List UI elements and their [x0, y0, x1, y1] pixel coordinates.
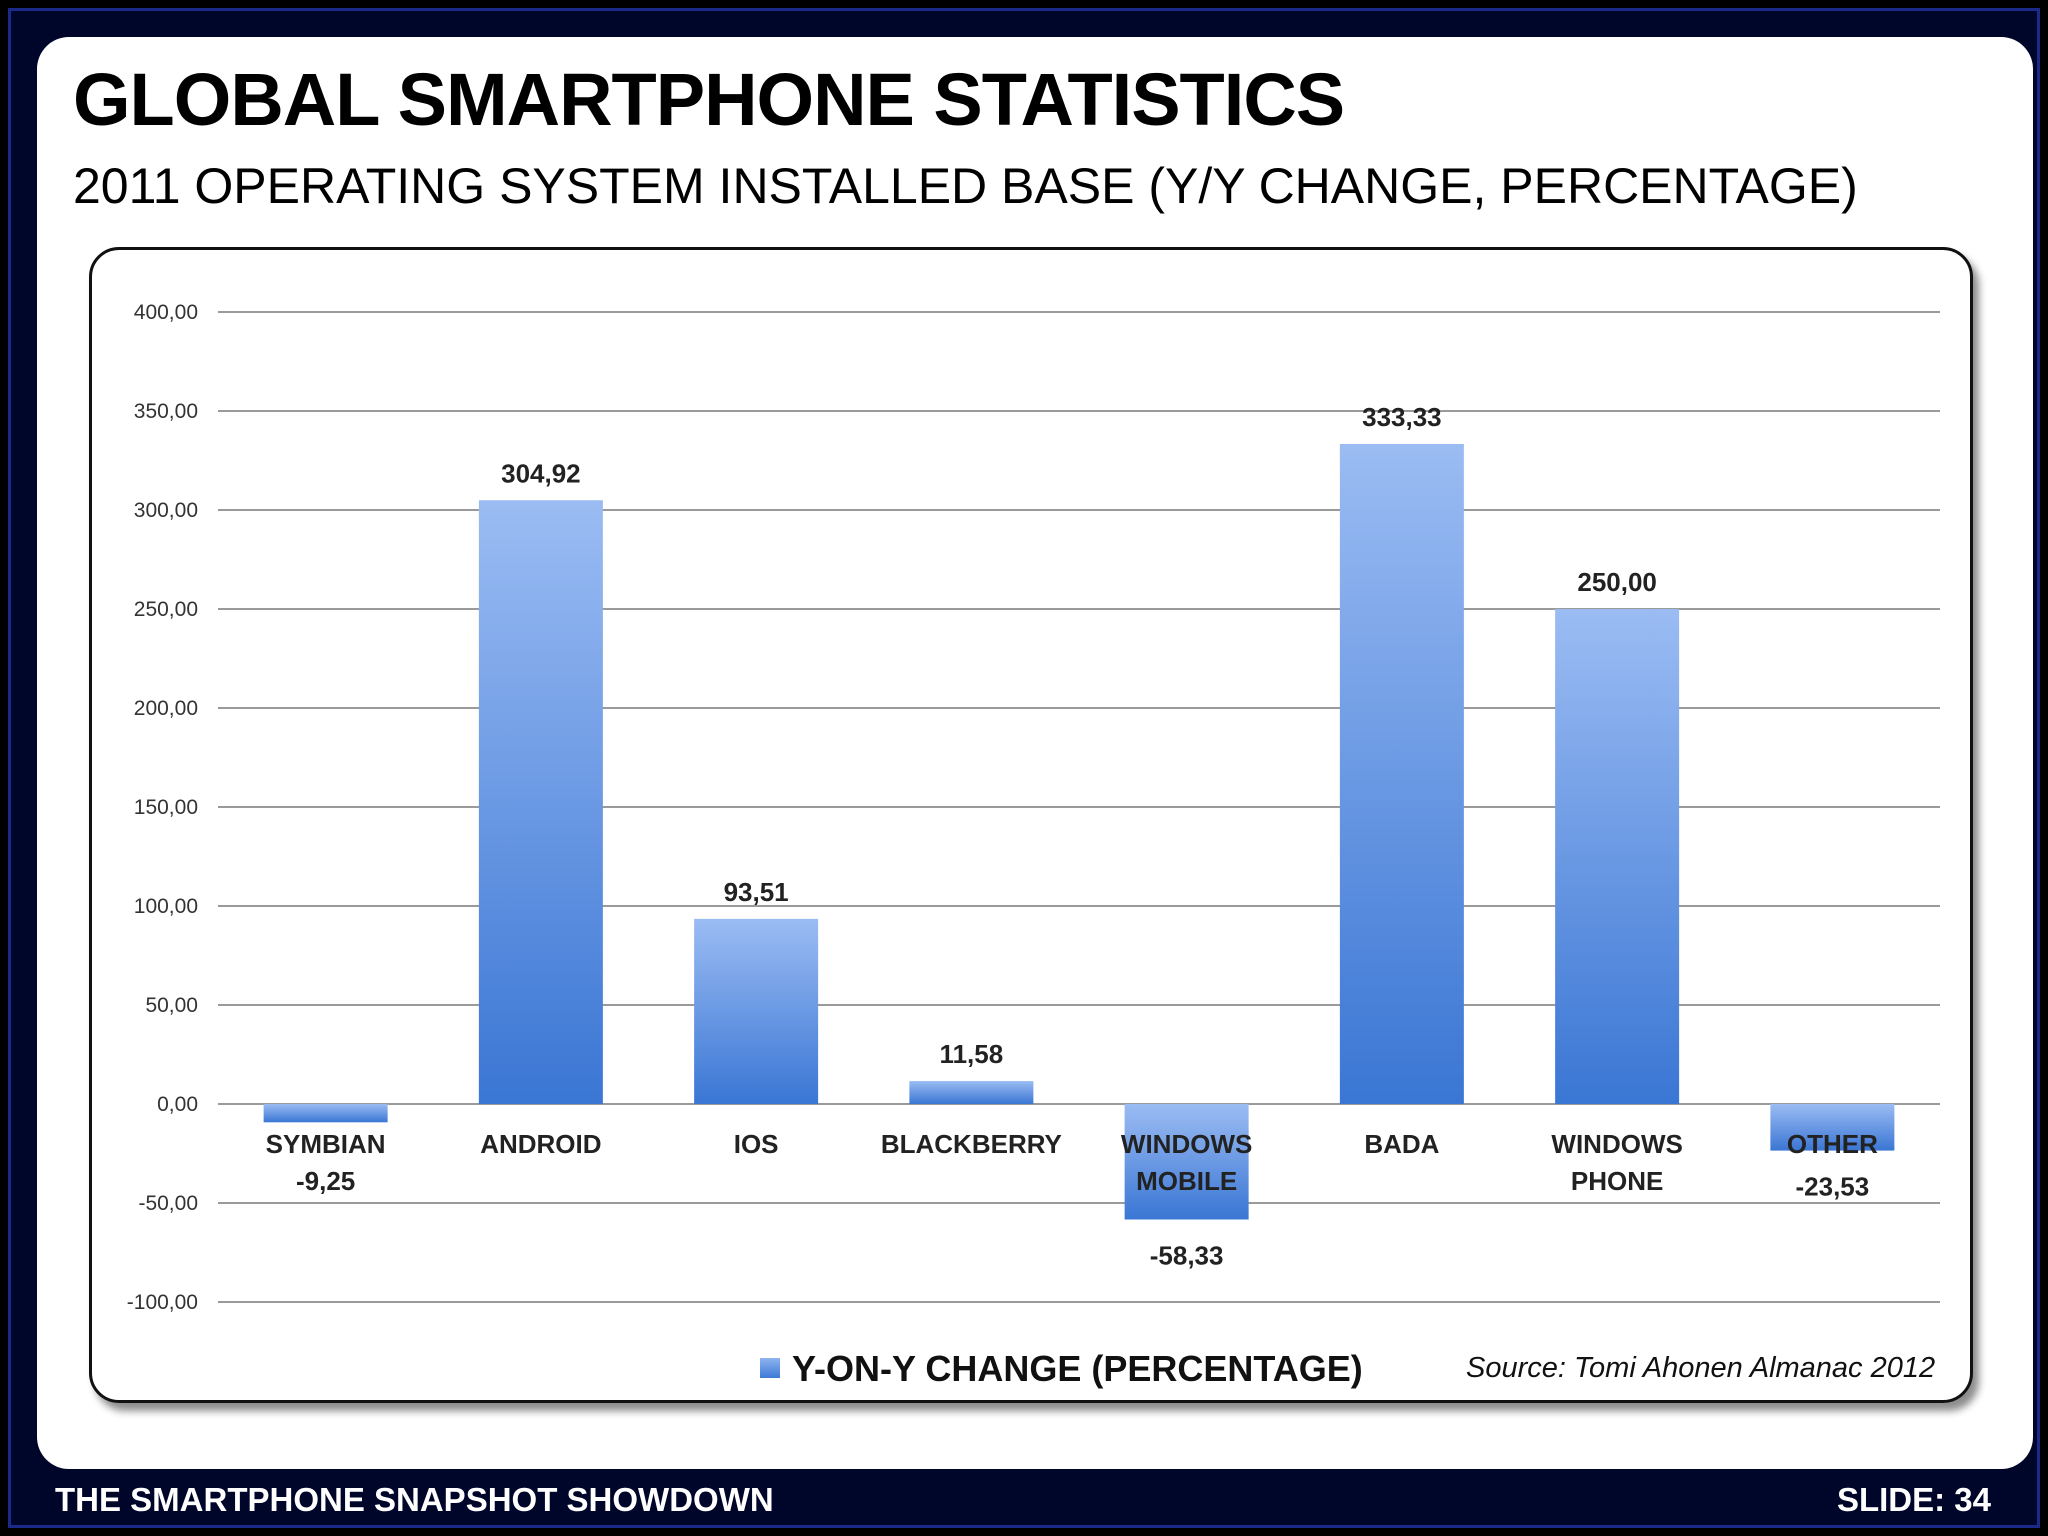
category-label: WINDOWS — [1121, 1129, 1252, 1159]
source-note: Source: Tomi Ahonen Almanac 2012 — [1466, 1352, 1936, 1384]
data-label: -58,33 — [1150, 1240, 1224, 1270]
slide-panel: GLOBAL SMARTPHONE STATISTICS 2011 OPERAT… — [37, 37, 2033, 1469]
category-label: OTHER — [1787, 1129, 1878, 1159]
slide-title: GLOBAL SMARTPHONE STATISTICS — [73, 58, 1345, 141]
category-label: WINDOWS — [1551, 1129, 1682, 1159]
data-label: 11,58 — [940, 1039, 1004, 1069]
y-tick-label: 50,00 — [145, 994, 198, 1017]
data-label: 250,00 — [1577, 567, 1657, 597]
category-label: MOBILE — [1136, 1166, 1237, 1196]
bar — [1770, 1104, 1895, 1151]
category-label: IOS — [734, 1129, 779, 1159]
data-label: 333,33 — [1362, 402, 1442, 432]
data-label: 304,92 — [501, 458, 581, 488]
y-tick-label: 400,00 — [134, 301, 198, 324]
bar — [263, 1104, 388, 1123]
y-tick-label: -50,00 — [138, 1192, 198, 1215]
bar-chart: 400,00 350,00 300,00 250,00 200,00 150,00 100,… — [127, 301, 1940, 1314]
bar — [1124, 1104, 1249, 1220]
slide-subtitle: 2011 OPERATING SYSTEM INSTALLED BASE (Y/… — [73, 158, 1858, 214]
category-label: PHONE — [1571, 1166, 1663, 1196]
category-label: ANDROID — [480, 1129, 601, 1159]
bar — [478, 500, 603, 1104]
legend-label: Y-ON-Y CHANGE (PERCENTAGE) — [792, 1348, 1363, 1389]
bar — [1555, 609, 1680, 1104]
y-tick-label: 250,00 — [134, 598, 198, 621]
bar — [1339, 444, 1464, 1104]
slide-background: GLOBAL SMARTPHONE STATISTICS 2011 OPERAT… — [8, 8, 2040, 1528]
bar — [909, 1081, 1034, 1104]
category-label: BLACKBERRY — [881, 1129, 1062, 1159]
y-tick-label: 100,00 — [134, 895, 198, 918]
chart-legend: Y-ON-Y CHANGE (PERCENTAGE) — [760, 1348, 1363, 1390]
y-tick-label: 0,00 — [157, 1093, 198, 1116]
y-tick-label: 150,00 — [134, 796, 198, 819]
y-tick-label: 300,00 — [134, 499, 198, 522]
bar — [694, 918, 819, 1104]
y-tick-label: -100,00 — [127, 1291, 198, 1314]
data-label: -23,53 — [1796, 1172, 1870, 1202]
chart-frame: 400,00 350,00 300,00 250,00 200,00 150,00 100,… — [89, 247, 1973, 1403]
data-label: -9,25 — [296, 1166, 355, 1196]
y-tick-label: 200,00 — [134, 697, 198, 720]
data-label: 93,51 — [724, 877, 789, 907]
category-label: SYMBIAN — [266, 1129, 386, 1159]
slide-number: SLIDE: 34 — [1836, 1481, 1991, 1518]
y-tick-label: 350,00 — [134, 400, 198, 423]
category-label: BADA — [1364, 1129, 1439, 1159]
footer-title: THE SMARTPHONE SNAPSHOT SHOWDOWN — [55, 1481, 774, 1518]
legend-swatch — [760, 1358, 780, 1379]
